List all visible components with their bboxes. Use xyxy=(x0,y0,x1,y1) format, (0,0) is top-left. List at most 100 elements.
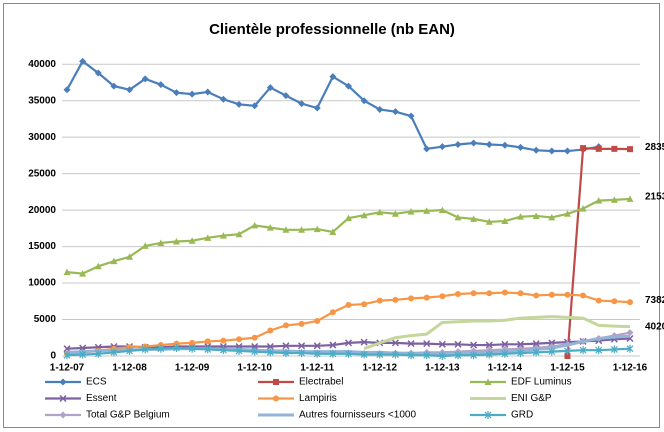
marker xyxy=(63,345,71,353)
end-label: 4020 xyxy=(645,321,664,332)
marker xyxy=(79,350,87,359)
x-tick-label: 1-12-14 xyxy=(488,363,523,374)
series xyxy=(63,195,634,277)
marker xyxy=(517,213,525,220)
marker xyxy=(298,320,305,327)
marker xyxy=(282,226,290,233)
marker xyxy=(626,195,634,202)
marker xyxy=(626,344,634,353)
x-tick-label: 1-12-07 xyxy=(50,363,85,374)
marker xyxy=(564,353,571,359)
marker xyxy=(610,345,618,354)
x-tick-label: 1-12-12 xyxy=(363,363,398,374)
marker xyxy=(141,242,149,249)
marker xyxy=(548,347,556,356)
marker xyxy=(79,57,87,65)
marker xyxy=(423,145,431,153)
marker xyxy=(439,293,446,300)
marker xyxy=(235,346,243,355)
series xyxy=(63,57,603,155)
marker xyxy=(484,378,492,385)
marker xyxy=(172,89,180,97)
marker xyxy=(189,339,196,346)
marker xyxy=(563,210,571,217)
marker xyxy=(517,349,524,358)
marker xyxy=(627,299,633,306)
marker xyxy=(470,215,478,222)
marker xyxy=(345,214,352,222)
marker xyxy=(219,232,227,239)
end-label: 21536 xyxy=(645,192,664,203)
marker xyxy=(345,349,352,358)
marker xyxy=(438,340,446,348)
marker xyxy=(423,351,431,360)
marker xyxy=(564,346,571,355)
marker xyxy=(173,340,180,347)
marker xyxy=(470,351,478,360)
marker xyxy=(266,84,274,92)
chart-border xyxy=(3,3,660,428)
marker xyxy=(563,147,571,155)
marker xyxy=(501,217,509,225)
marker xyxy=(298,342,306,350)
marker xyxy=(611,145,618,152)
marker xyxy=(204,234,212,241)
marker xyxy=(517,143,525,151)
marker xyxy=(532,212,540,219)
marker xyxy=(391,339,399,347)
marker xyxy=(314,317,321,324)
marker xyxy=(454,140,462,148)
marker xyxy=(235,230,243,238)
x-tick-label: 1-12-13 xyxy=(425,363,460,374)
marker xyxy=(313,349,321,358)
legend-label: EDF Luminus xyxy=(511,377,572,388)
marker xyxy=(501,141,509,149)
marker xyxy=(485,140,493,148)
marker xyxy=(157,81,165,89)
marker xyxy=(626,329,634,337)
marker xyxy=(454,340,462,348)
marker xyxy=(344,339,353,347)
marker xyxy=(273,395,279,402)
marker xyxy=(532,340,540,348)
marker xyxy=(376,297,383,304)
marker xyxy=(579,346,587,355)
marker xyxy=(408,295,415,302)
marker xyxy=(548,147,556,155)
marker xyxy=(236,336,243,343)
marker xyxy=(273,379,279,385)
marker xyxy=(376,208,384,216)
marker xyxy=(126,86,134,94)
marker xyxy=(391,350,399,359)
marker xyxy=(251,334,258,341)
marker xyxy=(345,301,352,308)
chart-title: Clientèle professionnelle (nb EAN) xyxy=(209,21,455,38)
marker xyxy=(548,213,556,221)
marker xyxy=(94,349,102,358)
marker xyxy=(611,298,618,305)
marker xyxy=(485,341,493,349)
marker xyxy=(548,339,556,347)
marker xyxy=(298,226,306,233)
marker xyxy=(360,211,368,219)
marker xyxy=(516,340,525,348)
legend-label: ENI G&P xyxy=(511,393,552,404)
legend-label: Total G&P Belgium xyxy=(86,410,170,421)
marker xyxy=(454,213,462,221)
marker xyxy=(423,340,431,348)
marker xyxy=(548,291,555,298)
marker xyxy=(157,344,165,353)
marker xyxy=(580,292,587,299)
marker xyxy=(423,207,431,214)
marker xyxy=(595,197,603,204)
marker xyxy=(94,69,102,77)
x-tick-label: 1-12-16 xyxy=(613,363,648,374)
marker xyxy=(485,350,493,359)
marker xyxy=(251,102,259,110)
marker xyxy=(532,348,540,357)
x-tick-label: 1-12-10 xyxy=(237,363,272,374)
marker xyxy=(470,341,478,349)
marker xyxy=(595,346,603,355)
series xyxy=(63,343,634,360)
